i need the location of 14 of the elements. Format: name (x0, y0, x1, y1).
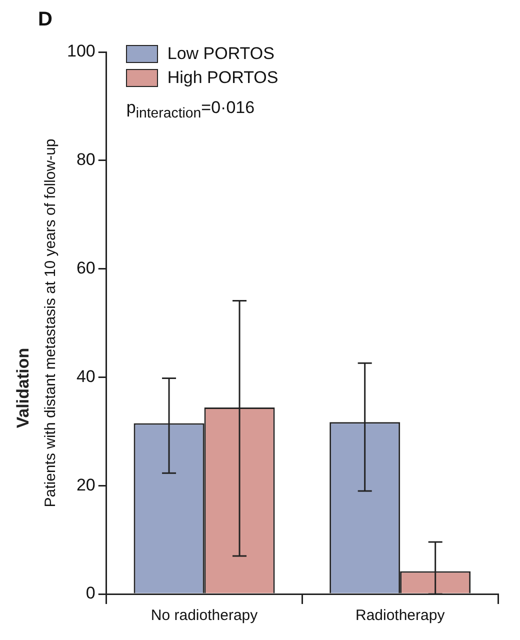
y-tick-label: 0 (86, 584, 96, 603)
y-tick-label: 100 (66, 42, 96, 61)
y-tick-label: 80 (76, 150, 96, 170)
chart-title: D (38, 8, 52, 31)
x-tick-label: No radiotherapy (150, 607, 258, 624)
annotation: p$_{interaction}$=0·016 (126, 98, 256, 122)
y-axis-title: Patients with distant metastasis at 10 years of follow-up (42, 138, 60, 508)
y-tick-label: 40 (76, 366, 96, 386)
legend-label: High PORTOS (166, 68, 278, 88)
y-tick-label: 60 (76, 258, 96, 278)
x-tick-label: Radiotherapy (355, 607, 446, 624)
y-tick-label: 20 (76, 475, 96, 494)
text: Validation (14, 348, 33, 428)
legend-label: Low PORTOS (166, 44, 276, 64)
